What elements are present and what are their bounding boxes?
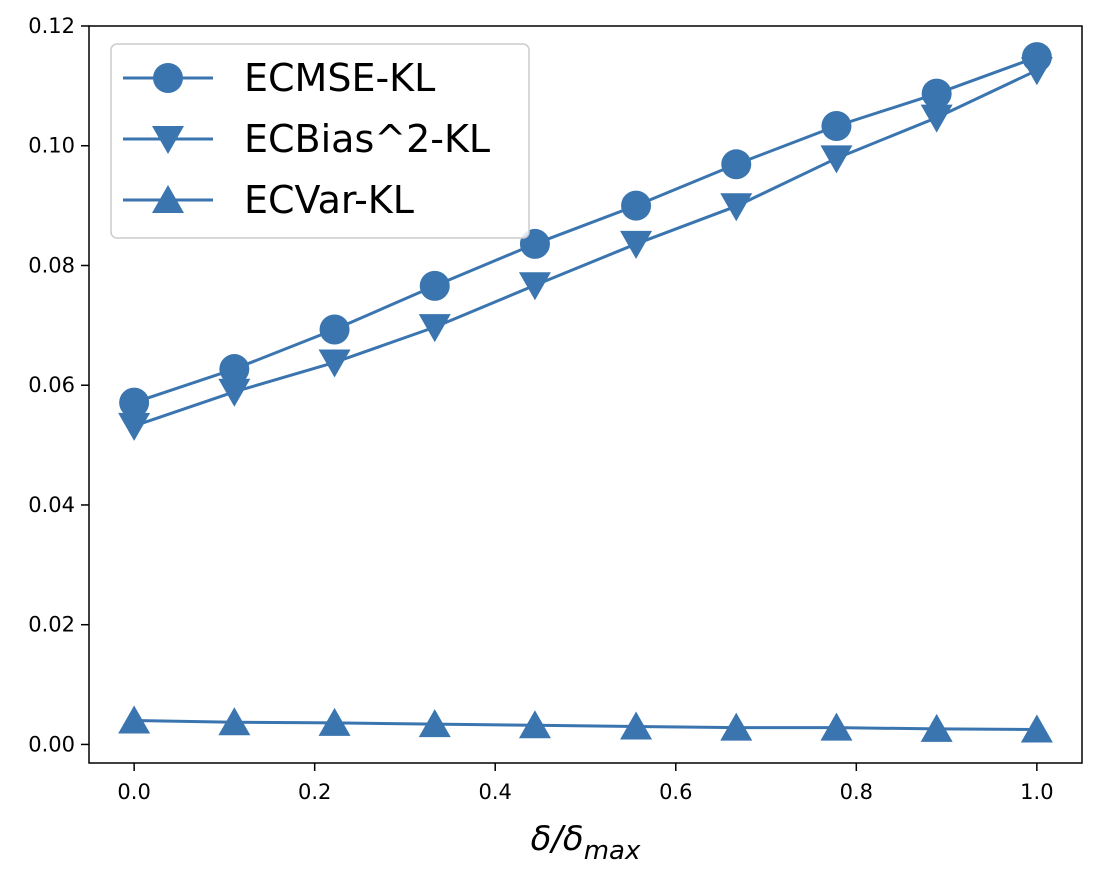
data-point-ecvar-kl (920, 713, 953, 742)
y-tick-label: 0.12 (28, 14, 75, 38)
data-point-ecmse-kl (319, 314, 350, 345)
data-point-ecbias-2-kl (1020, 57, 1053, 86)
data-point-ecbias-2-kl (318, 349, 351, 378)
x-tick-label: 0.4 (479, 780, 512, 804)
data-point-ecmse-kl (921, 78, 952, 109)
y-tick-label: 0.00 (28, 732, 75, 756)
x-axis-label-subscript: max (584, 836, 641, 866)
data-point-ecbias-2-kl (720, 193, 753, 222)
series-layer (118, 42, 1053, 743)
data-point-ecvar-kl (118, 705, 151, 734)
legend-label: ECMSE-KL (244, 56, 435, 100)
series-line-ecmse-kl (133, 55, 1038, 405)
data-point-ecmse-kl (119, 387, 150, 418)
legend: ECMSE-KL ECBias^2-KL ECVar-KL (110, 43, 530, 239)
data-point-ecvar-kl (318, 707, 351, 736)
data-point-ecvar-kl (218, 707, 251, 736)
data-point-ecbias-2-kl (218, 378, 251, 407)
y-tick-label: 0.06 (28, 373, 75, 397)
data-point-ecvar-kl (1020, 714, 1053, 743)
data-point-ecvar-kl (620, 711, 653, 740)
series-line-ecvar-kl (134, 718, 1037, 731)
y-tick-label: 0.02 (28, 613, 75, 637)
data-point-ecbias-2-kl (418, 314, 451, 343)
legend-marker (153, 63, 183, 93)
data-point-ecbias-2-kl (820, 145, 853, 174)
axes-frame (88, 25, 1083, 764)
data-point-ecvar-kl (518, 710, 551, 739)
legend-item-ecmse-kl: ECMSE-KL (123, 56, 435, 100)
legend-item-ecvar-kl: ECVar-KL (123, 178, 414, 222)
x-axis-label: δ/δmax (531, 819, 641, 866)
data-point-ecvar-kl (820, 712, 853, 741)
legend-label: ECBias^2-KL (244, 117, 490, 161)
data-point-ecbias-2-kl (920, 104, 953, 133)
x-axis-label-main: δ/δ (531, 819, 584, 859)
legend-box (110, 43, 530, 239)
x-tick-label: 0.6 (659, 780, 692, 804)
legend-label: ECVar-KL (244, 178, 414, 222)
legend-marker (152, 126, 184, 154)
y-axis: 0.00 0.02 0.04 0.06 0.08 0.10 0.12 (28, 14, 89, 756)
series-line-ecbias-2-kl (133, 68, 1038, 428)
legend-marker (152, 185, 184, 213)
data-point-ecmse-kl (219, 354, 250, 385)
data-point-ecmse-kl (821, 110, 852, 141)
data-point-ecvar-kl (418, 709, 451, 738)
series-ecbias-2-kl (118, 57, 1053, 441)
data-point-ecbias-2-kl (118, 412, 151, 441)
x-tick-label: 0.0 (117, 780, 150, 804)
data-point-ecbias-2-kl (620, 230, 653, 259)
legend-item-ecbias-2-kl: ECBias^2-KL (123, 117, 490, 161)
y-tick-label: 0.04 (28, 493, 75, 517)
data-point-ecmse-kl (721, 149, 752, 180)
data-point-ecmse-kl (419, 270, 450, 301)
data-point-ecbias-2-kl (518, 272, 551, 301)
x-axis: 0.0 0.2 0.4 0.6 0.8 1.0 (117, 763, 1054, 804)
x-tick-label: 1.0 (1020, 780, 1053, 804)
y-tick-label: 0.08 (28, 253, 75, 277)
series-ecvar-kl (118, 705, 1053, 743)
data-point-ecvar-kl (720, 712, 753, 741)
y-tick-label: 0.10 (28, 134, 75, 158)
x-tick-label: 0.8 (840, 780, 873, 804)
x-tick-label: 0.2 (298, 780, 331, 804)
data-point-ecmse-kl (621, 190, 652, 221)
